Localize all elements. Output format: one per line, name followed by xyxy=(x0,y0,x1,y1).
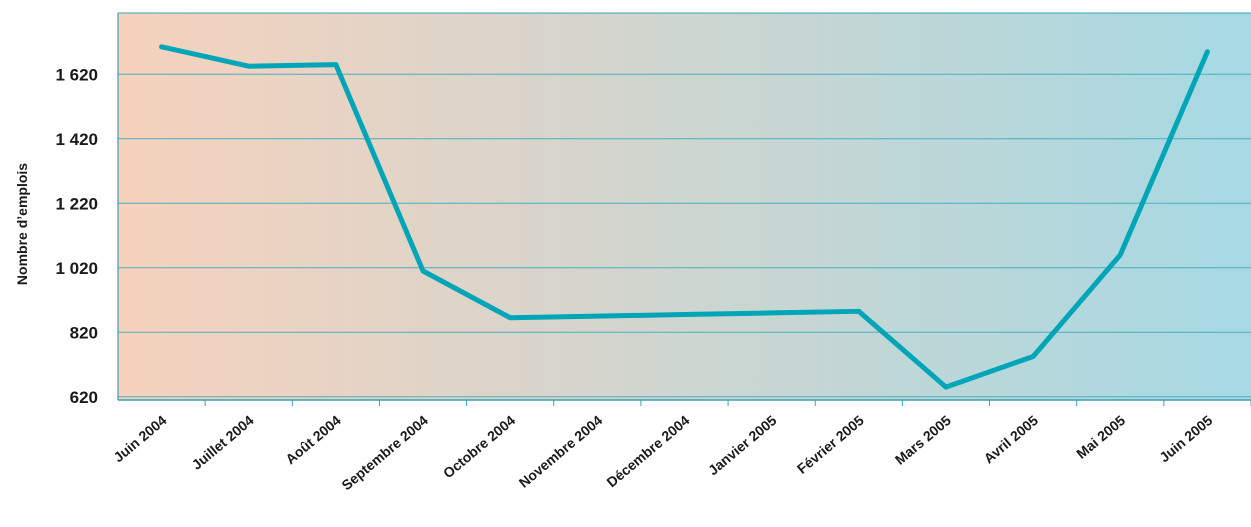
y-tick-label: 1 020 xyxy=(55,259,98,278)
plot-area xyxy=(118,13,1251,400)
x-tick-label: Juillet 2004 xyxy=(189,412,257,473)
x-tick-label: Avril 2005 xyxy=(980,412,1041,467)
x-tick-label: Décembre 2004 xyxy=(603,412,692,490)
x-tick-label: Octobre 2004 xyxy=(440,412,518,481)
y-tick-label: 1 220 xyxy=(55,194,98,213)
x-tick-label: Novembre 2004 xyxy=(516,412,606,491)
x-tick-label: Juin 2004 xyxy=(110,412,169,465)
x-tick-label: Janvier 2005 xyxy=(705,412,780,478)
y-tick-label: 1 420 xyxy=(55,130,98,149)
x-tick-label: Mai 2005 xyxy=(1073,412,1128,462)
y-tick-label: 620 xyxy=(70,388,98,407)
y-tick-label: 1 620 xyxy=(55,65,98,84)
x-tick-label: Mars 2005 xyxy=(892,412,954,468)
x-tick-label: Août 2004 xyxy=(282,412,344,467)
series-line xyxy=(159,44,1210,390)
x-tick-label: Juin 2005 xyxy=(1156,412,1215,465)
x-tick-label: Septembre 2004 xyxy=(338,412,431,493)
x-tick-label: Février 2005 xyxy=(794,412,867,477)
y-tick-label: 820 xyxy=(70,323,98,342)
y-axis-label: Nombre d’emplois xyxy=(14,163,30,285)
